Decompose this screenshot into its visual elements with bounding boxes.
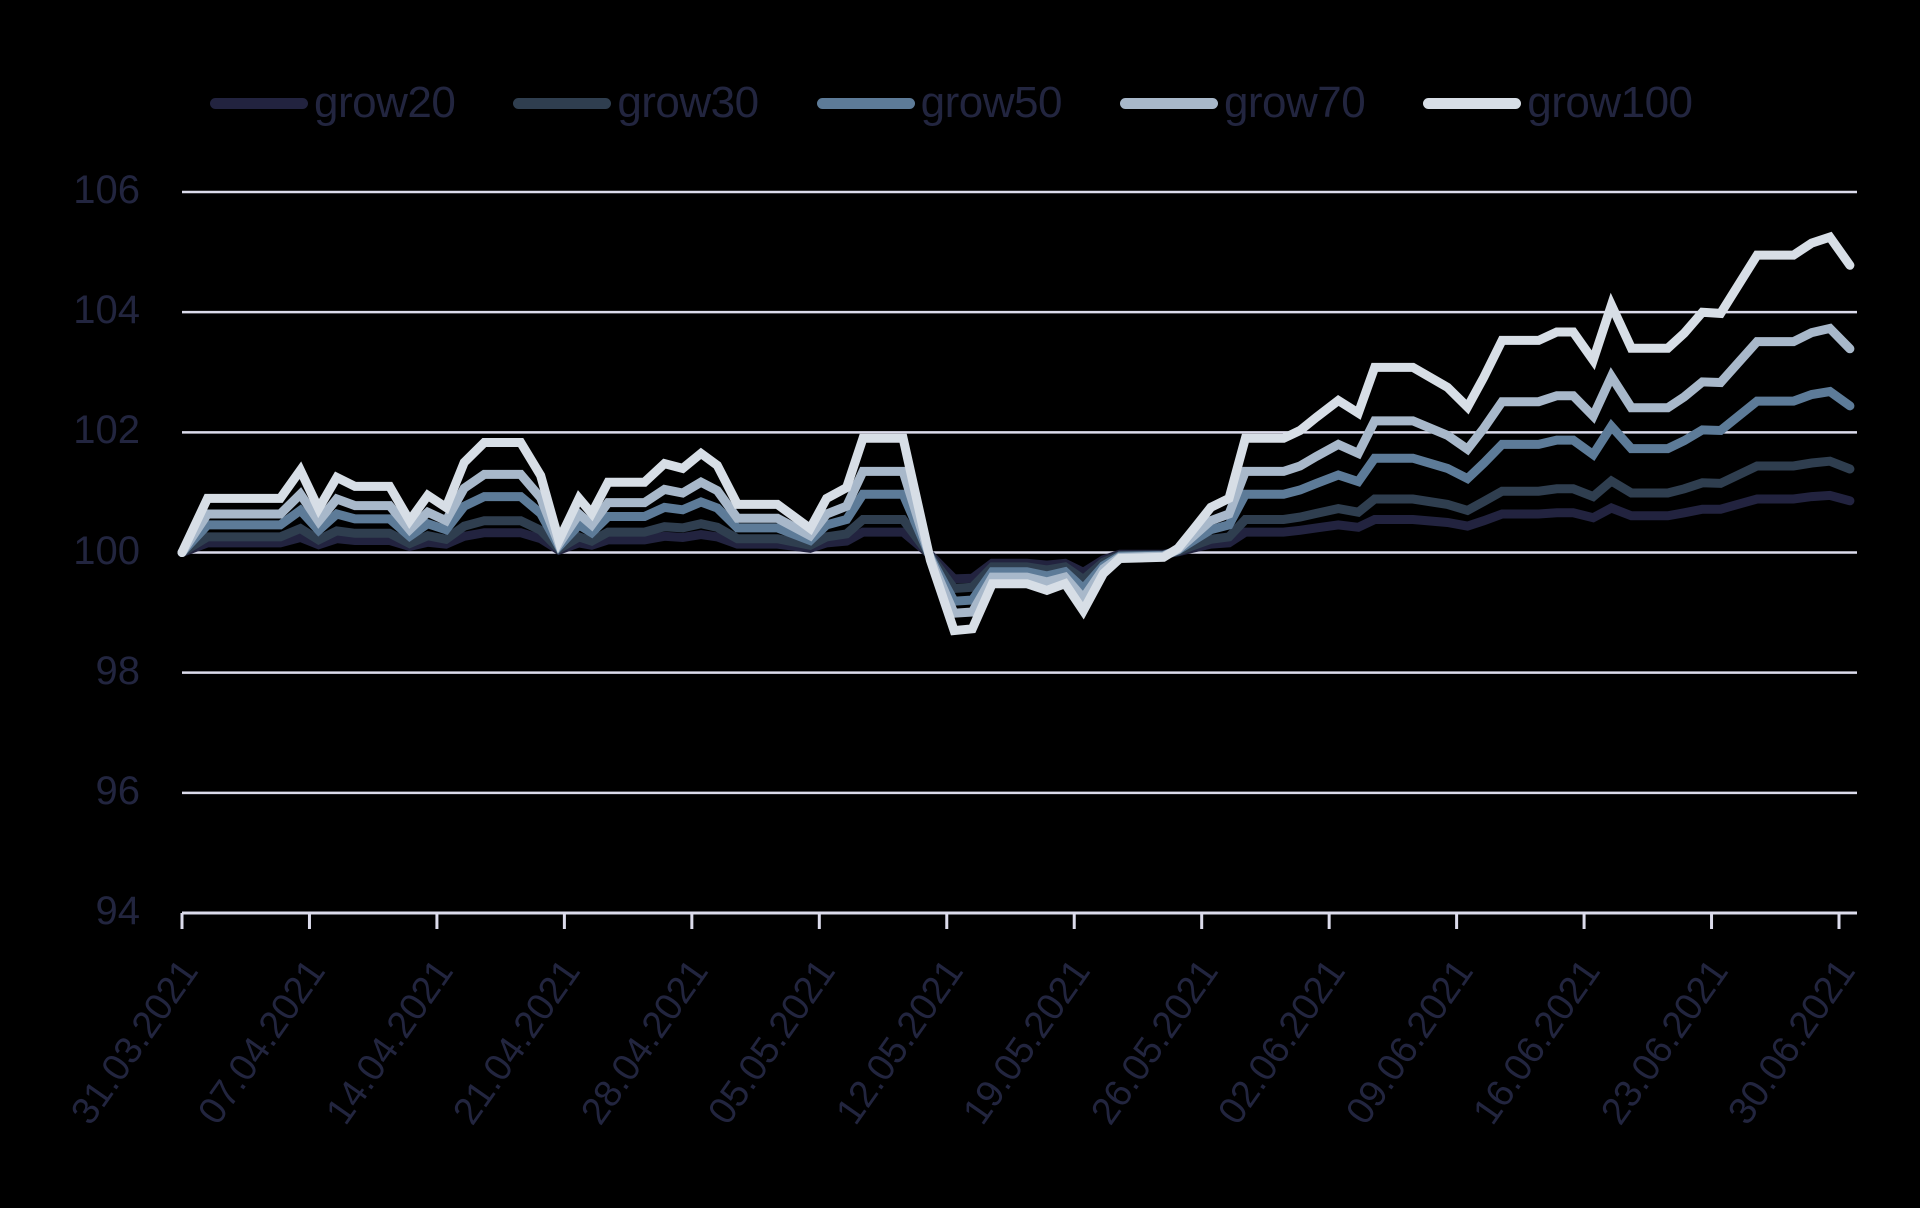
legend-item-grow100: grow100: [1423, 78, 1693, 128]
legend-swatch: [1119, 97, 1218, 109]
series-line-grow30: [177, 456, 1855, 594]
y-tick-label: 102: [73, 408, 140, 453]
legend-label: grow30: [617, 78, 759, 127]
legend-swatch: [816, 97, 915, 109]
series-line-grow50: [177, 386, 1855, 606]
legend-label: grow100: [1527, 78, 1693, 127]
legend-swatch: [513, 97, 612, 109]
y-tick-label: 100: [73, 528, 140, 573]
legend-item-grow70: grow70: [1119, 78, 1366, 128]
y-tick-label: 98: [95, 648, 141, 693]
y-tick-label: 106: [73, 168, 140, 212]
series-line-grow100: [177, 231, 1855, 636]
legend-label: grow20: [314, 78, 456, 127]
y-tick-label: 96: [95, 768, 141, 813]
series-line-grow20: [177, 490, 1855, 584]
legend-label: grow50: [920, 78, 1063, 127]
y-tick-label: 94: [95, 889, 141, 933]
data-series: [177, 231, 1855, 636]
legend-label: grow70: [1223, 78, 1366, 127]
series-line-grow70: [177, 323, 1855, 618]
legend-swatch: [1423, 97, 1522, 109]
legend-item-grow30: grow30: [513, 78, 759, 128]
legend-item-grow50: grow50: [816, 78, 1063, 128]
gridlines: [182, 190, 1857, 795]
x-axis: [180, 911, 1857, 929]
y-tick-label: 104: [73, 288, 140, 333]
legend: grow20 grow30 grow50 grow70 grow100: [210, 78, 1751, 128]
legend-item-grow20: grow20: [210, 78, 456, 128]
legend-swatch: [210, 97, 308, 109]
